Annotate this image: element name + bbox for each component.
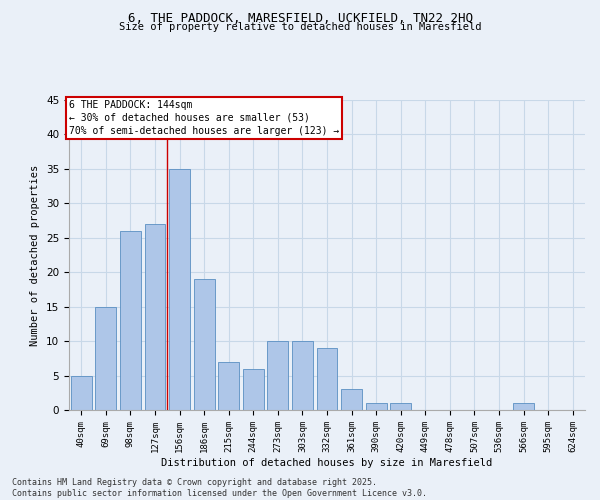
Bar <box>292 341 313 410</box>
Bar <box>120 231 141 410</box>
Bar <box>341 390 362 410</box>
Text: Size of property relative to detached houses in Maresfield: Size of property relative to detached ho… <box>119 22 481 32</box>
Bar <box>243 368 264 410</box>
Bar <box>390 403 411 410</box>
Bar <box>145 224 166 410</box>
Bar <box>218 362 239 410</box>
X-axis label: Distribution of detached houses by size in Maresfield: Distribution of detached houses by size … <box>161 458 493 468</box>
Y-axis label: Number of detached properties: Number of detached properties <box>31 164 40 346</box>
Bar <box>513 403 534 410</box>
Bar <box>169 169 190 410</box>
Text: 6, THE PADDOCK, MARESFIELD, UCKFIELD, TN22 2HQ: 6, THE PADDOCK, MARESFIELD, UCKFIELD, TN… <box>128 12 473 26</box>
Bar <box>71 376 92 410</box>
Text: Contains HM Land Registry data © Crown copyright and database right 2025.
Contai: Contains HM Land Registry data © Crown c… <box>12 478 427 498</box>
Bar <box>95 306 116 410</box>
Bar <box>365 403 386 410</box>
Bar <box>268 341 289 410</box>
Bar <box>317 348 337 410</box>
Text: 6 THE PADDOCK: 144sqm
← 30% of detached houses are smaller (53)
70% of semi-deta: 6 THE PADDOCK: 144sqm ← 30% of detached … <box>69 100 339 136</box>
Bar <box>194 279 215 410</box>
